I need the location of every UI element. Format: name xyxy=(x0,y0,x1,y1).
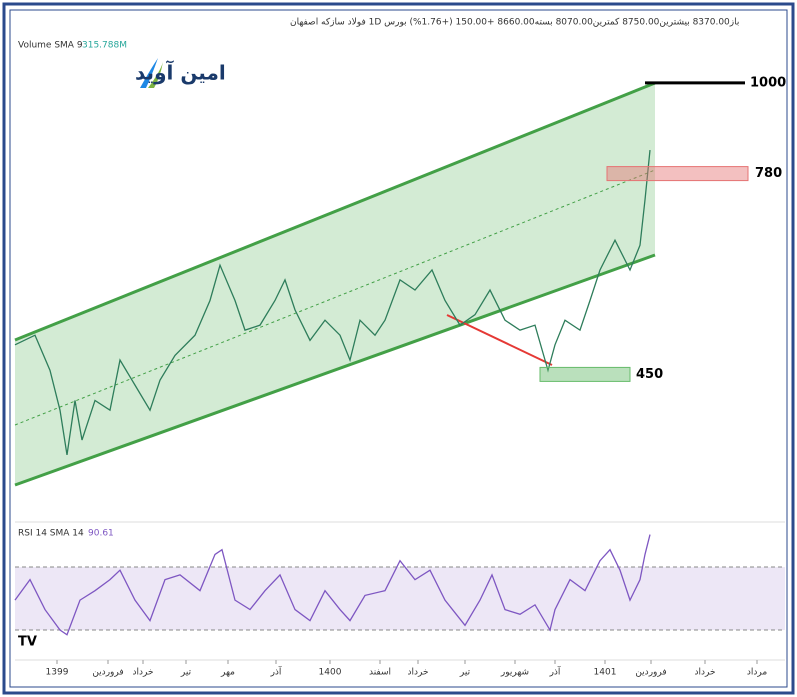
x-tick-label: تیر xyxy=(459,668,471,678)
level-label: 450 xyxy=(636,367,663,382)
x-tick-label: مهر xyxy=(220,668,235,678)
x-tick-label: خرداد xyxy=(132,668,153,678)
tv-logo: TV xyxy=(18,635,37,650)
x-tick-label: مرداد xyxy=(747,668,767,678)
x-tick-label: شهریور xyxy=(500,668,529,678)
level-label: 1000 xyxy=(750,75,786,90)
x-tick-label: آذر xyxy=(270,666,282,678)
header: باز8370.00 بیشترین8750.00 کمترین8070.00 … xyxy=(290,18,739,28)
level-zone xyxy=(539,366,631,382)
x-tick-label: 1399 xyxy=(46,668,69,678)
rsi-band xyxy=(15,567,785,631)
rsi-value: 90.61 xyxy=(88,529,114,539)
line xyxy=(14,149,651,455)
rsi-label: RSI 14 SMA 14 xyxy=(18,529,84,539)
volume-value: 315.788M xyxy=(82,41,127,51)
level-label: 780 xyxy=(755,166,782,181)
volume-label: Volume SMA 9 xyxy=(18,41,83,51)
logo-mark xyxy=(140,58,158,88)
x-tick-label: اسفند xyxy=(369,668,391,678)
logo-mark xyxy=(148,62,163,88)
x-tick-label: تیر xyxy=(180,668,192,678)
inner-frame xyxy=(9,9,788,688)
channel xyxy=(15,83,655,485)
x-tick-label: فروردین xyxy=(92,668,123,678)
x-tick-label: خرداد xyxy=(694,668,715,678)
level-zone xyxy=(606,166,749,182)
channel-mid xyxy=(14,169,656,426)
logo: امین آوید xyxy=(135,58,226,88)
logo-text: امین آوید xyxy=(135,60,226,85)
x-tick-label: آذر xyxy=(549,666,561,678)
trendline xyxy=(446,314,553,366)
channel-bottom xyxy=(14,253,656,487)
line xyxy=(14,534,651,636)
x-tick-label: فروردین xyxy=(635,668,666,678)
x-tick-label: خرداد xyxy=(407,668,428,678)
x-tick-label: 1400 xyxy=(319,668,342,678)
channel-top xyxy=(14,81,656,342)
x-tick-label: 1401 xyxy=(594,668,617,678)
